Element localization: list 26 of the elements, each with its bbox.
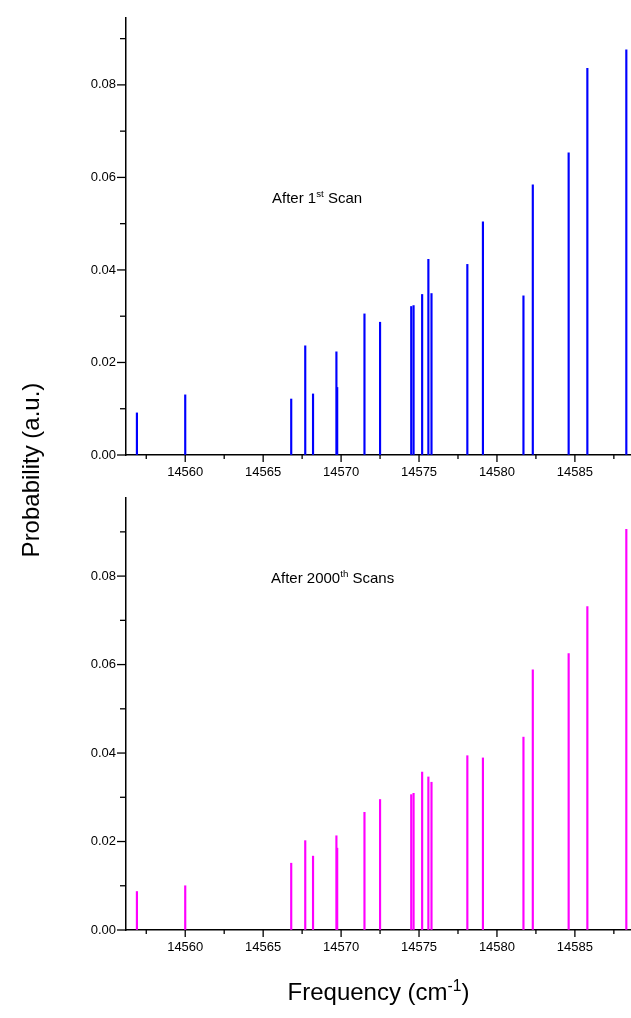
x-tick-label: 14560 <box>167 939 204 955</box>
x-tick-label: 14570 <box>323 464 360 480</box>
x-tick-label: 14580 <box>478 939 516 955</box>
y-tick-label: 0.08 <box>90 567 116 583</box>
annotation: After 1$^{st}$ Scan <box>272 188 363 206</box>
y-tick-label: 0.08 <box>90 76 116 92</box>
x-tick-label: 14560 <box>167 464 204 480</box>
y-tick-label: 0.00 <box>90 921 116 937</box>
y-tick-label: 0.04 <box>90 261 116 277</box>
x-axis-title: Frequency (cm$^{-1}$) <box>286 977 471 1006</box>
x-tick-label: 14580 <box>478 464 516 480</box>
x-tick-label: 14575 <box>400 939 438 955</box>
annotation: After 2000$^{th}$ Scans <box>271 568 395 586</box>
y-tick-label: 0.04 <box>90 744 116 760</box>
y-tick-label: 0.02 <box>90 833 116 849</box>
x-tick-label: 14585 <box>556 464 593 480</box>
x-tick-label: 14570 <box>323 939 360 955</box>
y-axis-title: Probability (a.u.) <box>17 382 45 558</box>
x-tick-label: 14575 <box>400 464 438 480</box>
y-tick-label: 0.06 <box>90 656 116 672</box>
y-tick-label: 0.02 <box>90 354 116 370</box>
x-tick-label: 14585 <box>556 939 593 955</box>
x-tick-label: 14565 <box>245 464 282 480</box>
x-tick-label: 14565 <box>245 939 282 955</box>
y-tick-label: 0.00 <box>90 446 116 462</box>
y-tick-label: 0.06 <box>90 168 116 184</box>
